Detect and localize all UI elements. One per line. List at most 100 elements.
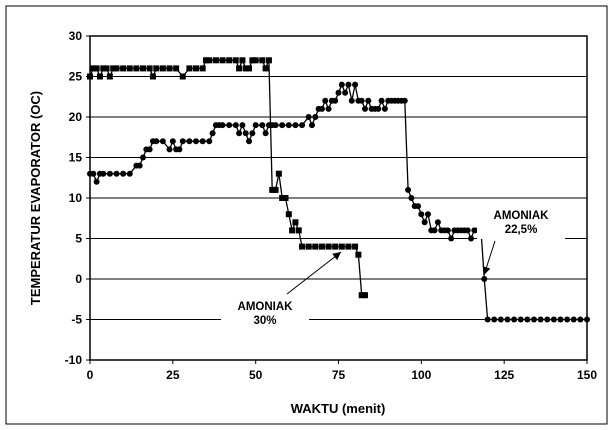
data-point — [275, 170, 282, 177]
data-point — [93, 178, 100, 185]
x-tick-label: 50 — [249, 368, 263, 382]
data-point — [352, 243, 359, 250]
data-point — [299, 243, 306, 250]
data-point — [246, 138, 253, 145]
data-point — [212, 57, 219, 64]
y-tick-label: 30 — [69, 29, 83, 43]
data-point — [90, 170, 97, 177]
data-point — [179, 73, 186, 80]
data-point — [272, 186, 279, 193]
data-point — [219, 57, 226, 64]
data-point — [173, 65, 180, 72]
grid — [86, 35, 588, 364]
data-point — [511, 316, 518, 323]
data-point — [199, 65, 206, 72]
data-point — [504, 316, 511, 323]
data-point — [312, 114, 319, 120]
data-point — [378, 97, 385, 104]
data-point — [246, 65, 253, 72]
data-point — [110, 65, 117, 72]
data-point — [345, 81, 352, 88]
data-point — [448, 235, 455, 242]
data-point — [544, 316, 551, 323]
data-point — [305, 114, 312, 120]
annotation-bg — [221, 296, 309, 330]
x-axis-title: WAKTU (menit) — [291, 401, 386, 416]
data-point — [345, 243, 352, 250]
data-point — [418, 211, 425, 218]
annotation-1: AMONIAK 30% — [221, 251, 342, 330]
data-point — [166, 146, 173, 153]
data-point — [325, 105, 332, 112]
data-point — [126, 170, 133, 177]
data-point — [375, 105, 382, 112]
data-point — [424, 211, 431, 218]
data-point — [100, 65, 107, 72]
data-point — [537, 316, 544, 323]
data-point — [209, 130, 216, 137]
data-point — [199, 138, 206, 145]
data-point — [355, 251, 362, 258]
data-point — [312, 243, 319, 250]
data-point — [517, 316, 524, 323]
data-point — [348, 97, 355, 104]
data-point — [100, 170, 107, 177]
data-point — [239, 122, 246, 129]
data-point — [153, 138, 160, 145]
data-point — [106, 73, 113, 80]
annotation-text: 30% — [253, 315, 276, 327]
data-point — [140, 65, 147, 72]
data-point — [318, 105, 325, 112]
data-point — [206, 138, 213, 145]
series-group — [87, 57, 590, 323]
data-point — [252, 57, 259, 64]
data-point — [219, 122, 226, 129]
data-point — [497, 316, 504, 323]
data-point — [226, 122, 233, 129]
data-point — [265, 57, 272, 64]
y-tick-label: 10 — [69, 191, 83, 205]
data-point — [308, 122, 315, 129]
data-point — [381, 105, 388, 112]
x-tick-label: 75 — [332, 368, 346, 382]
data-point — [282, 195, 289, 201]
data-point — [179, 138, 186, 145]
data-point — [272, 122, 279, 129]
y-tick-label: 25 — [69, 70, 83, 84]
data-point — [408, 195, 415, 201]
data-point — [249, 57, 256, 64]
data-point — [239, 57, 246, 64]
data-point — [279, 195, 286, 201]
y-tick-label: 15 — [69, 151, 83, 165]
data-point — [262, 65, 269, 72]
annotations: AMONIAK 30% AMONIAK 22,5% — [221, 205, 565, 330]
data-point — [120, 65, 127, 72]
data-point — [431, 227, 438, 234]
y-tick-label: 5 — [75, 232, 82, 246]
data-point — [338, 81, 345, 88]
x-tick-label: 100 — [411, 368, 431, 382]
data-point — [481, 276, 488, 282]
data-point — [332, 97, 339, 104]
data-point — [421, 219, 428, 226]
data-point — [401, 97, 408, 104]
data-point — [358, 292, 365, 299]
data-point — [146, 65, 153, 72]
y-axis-title: TEMPERATUR EVAPORATOR (OC) — [28, 91, 43, 305]
annotation-arrow — [286, 251, 342, 295]
data-point — [87, 73, 93, 80]
data-point — [226, 57, 233, 64]
data-point — [299, 122, 306, 129]
data-point — [468, 235, 475, 242]
data-point — [90, 65, 97, 72]
data-point — [405, 186, 412, 193]
data-point — [249, 130, 256, 137]
data-point — [325, 243, 332, 250]
data-point — [305, 243, 312, 250]
y-tick-label: 20 — [69, 110, 83, 124]
data-point — [570, 316, 577, 323]
annotation-2: AMONIAK 22,5% — [477, 205, 565, 276]
data-point — [484, 316, 491, 323]
annotation-text: AMONIAK — [238, 301, 294, 313]
data-point — [126, 65, 133, 72]
